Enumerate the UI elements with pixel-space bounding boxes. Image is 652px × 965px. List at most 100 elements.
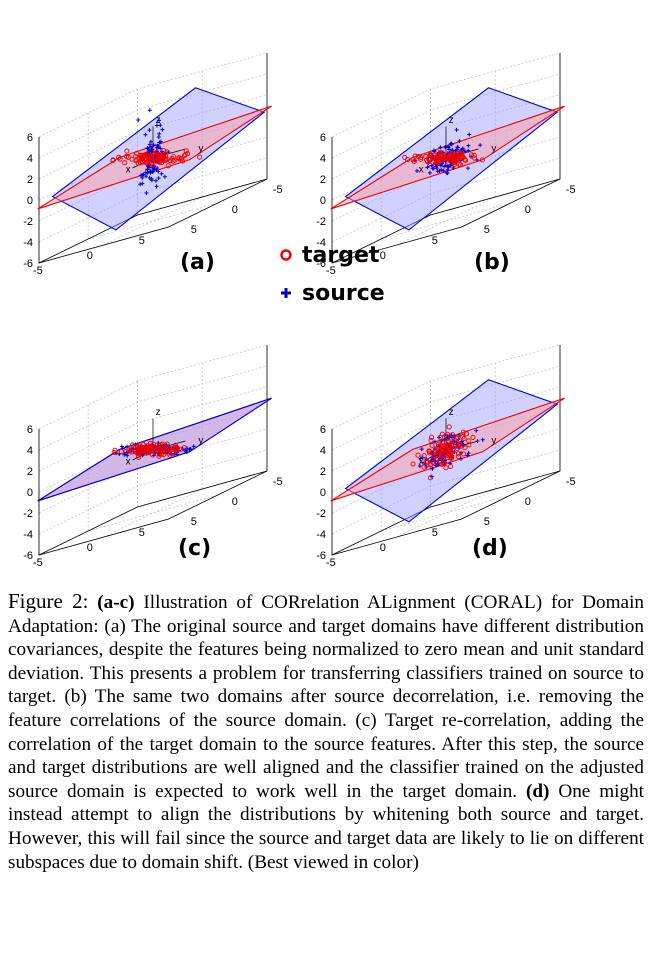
target-point <box>440 443 446 450</box>
panel-d: 6 4 2 0 -2 -4 -6 -5 0 5 -5 0 5 x y z <box>316 322 598 569</box>
source-point <box>145 146 150 151</box>
target-point <box>443 465 449 471</box>
target-point <box>183 148 189 154</box>
panel-c: 6 4 2 0 -2 -4 -6 -5 0 5 -5 0 5 x y z <box>23 322 305 569</box>
target-point <box>452 438 458 444</box>
x-tick-label: -5 <box>326 265 336 277</box>
caption-bold-ac: (a-c) <box>97 592 135 613</box>
target-points <box>402 149 485 168</box>
target-point <box>459 153 465 159</box>
z-tick-label: -6 <box>316 550 326 562</box>
y-tick-label: 0 <box>232 496 238 508</box>
source-point <box>156 176 161 181</box>
source-point <box>155 165 160 170</box>
legend-source: source <box>278 274 418 312</box>
target-point <box>463 157 469 163</box>
source-point <box>138 182 143 187</box>
source-point <box>136 118 141 123</box>
x-tick-label: 5 <box>139 235 145 247</box>
target-point <box>428 437 434 444</box>
target-point <box>431 452 438 458</box>
y-tick-label: -5 <box>566 184 576 196</box>
source-point <box>143 170 148 175</box>
source-point <box>449 141 454 146</box>
target-point <box>452 159 458 165</box>
source-point <box>458 451 463 456</box>
target-point <box>471 152 477 158</box>
panel-label-d: (d) <box>472 536 508 561</box>
target-point <box>428 434 435 440</box>
z-tick-label: 4 <box>27 445 33 457</box>
target-point <box>479 157 485 163</box>
target-point <box>439 461 445 467</box>
z-axis-label: z <box>449 407 454 418</box>
target-point <box>440 453 446 459</box>
source-point <box>139 173 144 178</box>
target-point <box>122 160 128 166</box>
target-point <box>431 454 438 460</box>
target-point <box>429 442 435 449</box>
x-tick-label: 0 <box>87 542 93 554</box>
panel-label-c: (c) <box>178 536 212 561</box>
target-point <box>111 450 117 456</box>
source-point <box>451 165 456 170</box>
target-point <box>146 151 152 157</box>
panel-label-a: (a) <box>180 250 215 275</box>
source-point <box>151 169 156 174</box>
y-axis-label: y <box>491 144 496 155</box>
target-point <box>124 148 130 154</box>
z-tick-label: -4 <box>23 529 33 541</box>
target-point <box>162 448 168 454</box>
target-point <box>452 151 458 158</box>
target-point <box>154 158 160 164</box>
source-point <box>150 170 155 175</box>
z-tick-label: 6 <box>320 424 326 436</box>
z-tick-label: 4 <box>320 153 326 165</box>
caption-part1: Illustration of CORrelation ALignment (C… <box>8 592 644 802</box>
target-point <box>460 451 467 457</box>
target-point <box>415 154 421 160</box>
x-axis-label: x <box>126 165 131 176</box>
target-point <box>472 155 478 161</box>
target-point <box>462 445 468 451</box>
y-tick-label: 5 <box>484 224 490 236</box>
legend-target-label: target <box>302 242 380 268</box>
z-tick-label: 2 <box>320 174 326 186</box>
y-tick-label: 0 <box>232 204 238 216</box>
target-point <box>435 156 441 162</box>
y-tick-label: -5 <box>273 476 283 488</box>
target-point <box>148 447 154 453</box>
target-point <box>433 446 439 452</box>
target-point <box>461 436 467 442</box>
source-point <box>144 190 149 195</box>
source-point <box>153 178 158 183</box>
z-tick-label: -6 <box>316 258 326 270</box>
source-point <box>475 439 480 444</box>
target-point <box>144 160 150 166</box>
target-point <box>181 153 187 159</box>
target-point <box>449 156 455 162</box>
target-point <box>455 454 462 460</box>
target-point <box>455 434 461 440</box>
z-tick-label: 4 <box>320 445 326 457</box>
source-point <box>425 165 430 170</box>
y-tick-label: -5 <box>566 476 576 488</box>
source-point <box>148 144 153 149</box>
target-point <box>172 442 178 448</box>
panel-b: 6 4 2 0 -2 -4 -6 -5 0 5 -5 0 5 x y z <box>316 30 598 277</box>
z-tick-label: 0 <box>320 487 326 499</box>
z-tick-label: 0 <box>320 195 326 207</box>
source-point <box>417 463 422 468</box>
y-axis-label: y <box>491 436 496 447</box>
target-point <box>174 445 180 451</box>
source-point <box>438 163 443 168</box>
source-point <box>435 169 440 174</box>
target-point <box>126 447 132 453</box>
target-point <box>430 459 436 465</box>
target-point <box>158 442 164 448</box>
target-points <box>110 148 203 169</box>
axis-box <box>331 53 561 264</box>
